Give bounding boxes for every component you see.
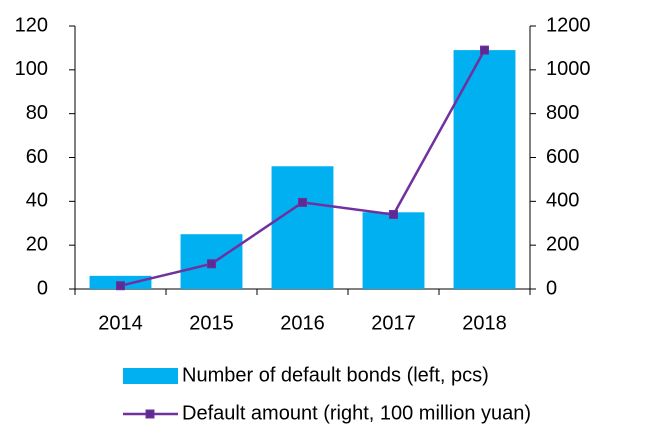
y-tick-label: 20 [26, 233, 48, 255]
legend-marker [145, 409, 155, 419]
y-tick-label: 60 [26, 146, 48, 168]
y2-tick-label: 800 [546, 102, 579, 124]
legend-swatch [123, 368, 178, 384]
y-tick-label: 0 [37, 277, 48, 299]
bar [453, 50, 516, 289]
marker [298, 197, 307, 207]
y2-tick-label: 200 [546, 233, 579, 255]
x-tick-label: 2018 [462, 312, 507, 334]
legend-label: Number of default bonds (left, pcs) [182, 364, 489, 386]
y-tick-label: 120 [15, 14, 48, 36]
y2-tick-label: 0 [546, 277, 557, 299]
y2-tick-label: 1200 [546, 14, 591, 36]
x-tick-label: 2017 [371, 312, 416, 334]
marker [116, 281, 125, 291]
bar [362, 212, 425, 289]
y2-tick-label: 400 [546, 190, 579, 212]
marker [389, 209, 398, 219]
y2-tick-label: 600 [546, 146, 579, 168]
legend-label: Default amount (right, 100 million yuan) [182, 402, 531, 424]
x-tick-label: 2016 [280, 312, 325, 334]
x-tick-label: 2015 [189, 312, 234, 334]
y-tick-label: 40 [26, 190, 48, 212]
marker [207, 259, 216, 269]
y2-tick-label: 1000 [546, 58, 591, 80]
bar [271, 166, 334, 289]
marker [480, 45, 489, 55]
y-tick-label: 100 [15, 58, 48, 80]
x-tick-label: 2014 [98, 312, 143, 334]
y-tick-label: 80 [26, 102, 48, 124]
